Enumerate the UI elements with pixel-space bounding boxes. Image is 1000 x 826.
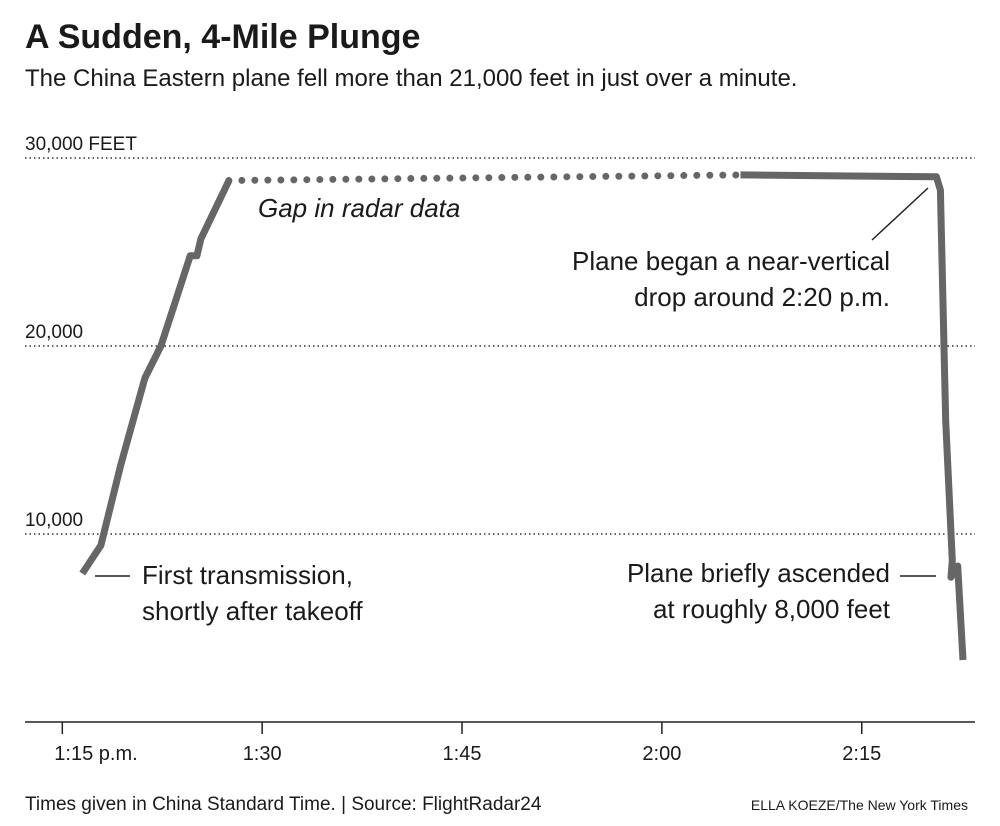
x-tick-label: 1:30: [243, 743, 282, 765]
annotation: at roughly 8,000 feet: [653, 594, 891, 624]
x-tick-label: 1:15 p.m.: [54, 743, 137, 765]
annotation: Plane began a near-vertical: [572, 246, 890, 276]
credit: ELLA KOEZE/The New York Times: [751, 797, 968, 813]
gap-line: [225, 171, 744, 185]
line-series: [740, 171, 967, 661]
y-tick-label: 30,000 FEET: [25, 134, 137, 155]
source: Times given in China Standard Time. | So…: [25, 794, 542, 815]
line-series: [79, 179, 233, 576]
leader-line: [871, 187, 929, 241]
chart-subtitle: The China Eastern plane fell more than 2…: [25, 65, 797, 92]
y-tick-label: 10,000: [25, 510, 83, 531]
annotation: Gap in radar data: [258, 193, 460, 223]
x-tick-label: 2:15: [842, 743, 881, 765]
annotation: shortly after takeoff: [142, 596, 363, 626]
annotation: drop around 2:20 p.m.: [634, 282, 890, 312]
y-tick-label: 20,000: [25, 322, 83, 343]
annotation: First transmission,: [142, 560, 353, 590]
chart-title: A Sudden, 4-Mile Plunge: [25, 18, 420, 56]
annotation: Plane briefly ascended: [627, 558, 890, 588]
x-tick-label: 1:45: [443, 743, 482, 765]
x-tick-label: 2:00: [642, 743, 681, 765]
